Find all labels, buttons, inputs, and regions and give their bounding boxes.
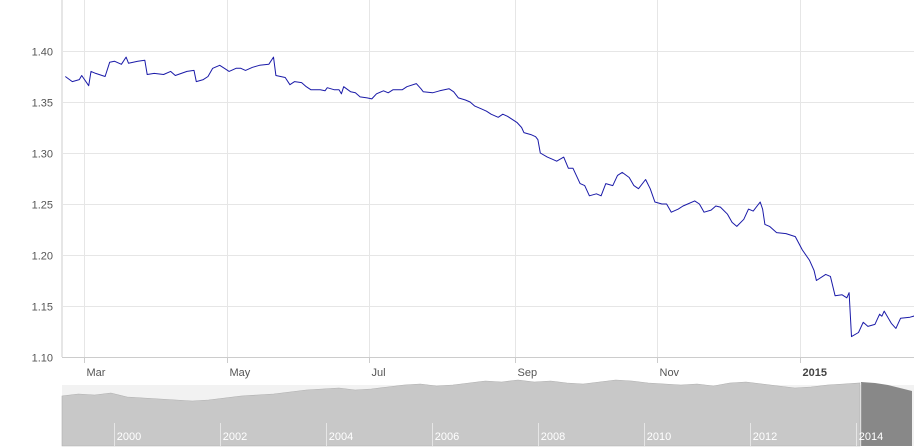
navigator-selection[interactable] — [861, 382, 912, 446]
y-tick-label: 1.20 — [32, 251, 53, 263]
y-tick-label: 1.30 — [32, 149, 53, 161]
navigator-year-label: 2014 — [859, 431, 883, 443]
series-line — [65, 56, 914, 338]
y-tick-label: 1.25 — [32, 200, 53, 212]
navigator-year-label: 2008 — [541, 431, 565, 443]
navigator-year-label: 2000 — [117, 431, 141, 443]
x-tick-label: May — [230, 367, 251, 379]
y-tick-label: 1.40 — [32, 47, 53, 59]
x-tick-label: Jul — [372, 367, 386, 379]
navigator-year-label: 2006 — [435, 431, 459, 443]
navigator-year-label: 2002 — [223, 431, 247, 443]
y-tick-label: 1.10 — [32, 353, 53, 365]
y-axis: 1.10 1.15 1.20 1.25 1.30 1.35 1.40 — [32, 47, 53, 365]
x-tick-label: Mar — [87, 367, 106, 379]
navigator[interactable]: 2000 2002 2004 2006 2008 2010 2012 2014 — [61, 379, 914, 447]
chart-grid — [61, 0, 914, 358]
navigator-series — [61, 379, 861, 447]
navigator-year-label: 2012 — [753, 431, 777, 443]
x-tick-label: 2015 — [803, 367, 827, 379]
x-tick-label: Sep — [518, 367, 538, 379]
y-tick-label: 1.15 — [32, 302, 53, 314]
navigator-year-label: 2004 — [329, 431, 353, 443]
x-tick-label: Nov — [660, 367, 680, 379]
navigator-year-label: 2010 — [647, 431, 671, 443]
x-axis: Mar May Jul Sep Nov 2015 — [62, 357, 914, 379]
y-tick-label: 1.35 — [32, 98, 53, 110]
